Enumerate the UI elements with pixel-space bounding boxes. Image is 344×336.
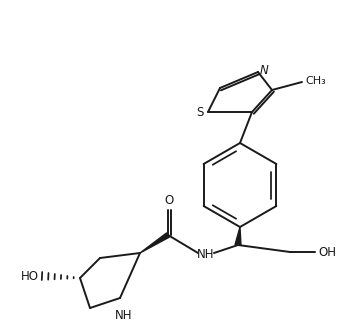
Text: NH: NH <box>115 309 133 322</box>
Text: HO: HO <box>21 270 39 284</box>
Polygon shape <box>235 227 241 245</box>
Text: O: O <box>164 195 174 208</box>
Text: CH₃: CH₃ <box>305 76 326 86</box>
Text: OH: OH <box>318 246 336 258</box>
Polygon shape <box>140 233 169 253</box>
Text: NH: NH <box>196 249 214 261</box>
Text: S: S <box>196 107 204 120</box>
Text: N: N <box>260 64 268 77</box>
